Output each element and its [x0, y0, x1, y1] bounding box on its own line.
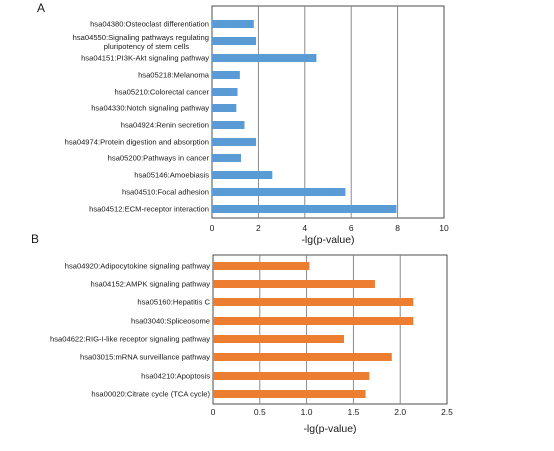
category-label: hsa03015:mRNA surveillance pathway — [80, 353, 210, 362]
panel-label: A — [37, 1, 45, 15]
x-axis-label: -lg(p-value) — [303, 423, 356, 435]
bar — [212, 71, 240, 79]
category-label: hsa00020:Citrate cycle (TCA cycle) — [91, 390, 210, 399]
bar — [212, 37, 257, 45]
x-tick-label: 4 — [302, 223, 307, 233]
bar — [213, 390, 366, 398]
bar — [212, 88, 238, 96]
category-label: hsa04622:RIG-I-like receptor signaling p… — [50, 335, 210, 344]
bar — [212, 154, 241, 162]
bar — [212, 171, 273, 179]
bar — [212, 54, 317, 62]
x-tick-label: 1.5 — [347, 407, 359, 417]
x-tick-label: 6 — [349, 223, 354, 233]
x-tick-label: 0.5 — [254, 407, 266, 417]
bar — [213, 280, 375, 288]
category-label: hsa05146:Amoebiasis — [134, 171, 209, 180]
chart-panel-b: B 0 0.5 1.0 1.5 2.0 2.5 hsa04920:Adipocytokine … — [31, 232, 453, 435]
bar — [212, 188, 346, 196]
bar — [212, 104, 237, 112]
x-tick-label: 2.5 — [441, 407, 453, 417]
bar — [212, 121, 245, 129]
x-tick-label: 8 — [395, 223, 400, 233]
bar — [213, 335, 345, 343]
category-label: hsa04974:Protein digestion and absorptio… — [65, 138, 209, 147]
category-label: hsa04924:Renin secretion — [121, 121, 209, 130]
category-label: hsa03040:Spliceosome — [131, 317, 210, 326]
category-label: hsa04380:Osteoclast differentiation — [90, 20, 209, 29]
x-tick-label: 2 — [256, 223, 261, 233]
bar — [213, 298, 414, 306]
x-axis-label: -lg(p-value) — [301, 234, 354, 246]
category-label: hsa05218:Melanoma — [138, 71, 210, 80]
x-tick-label: 1.0 — [301, 407, 313, 417]
category-label: hsa04210:Apoptosis — [141, 372, 210, 381]
x-tick-label: 0 — [210, 223, 215, 233]
category-label: hsa04550:Signaling pathways regulating pl… — [73, 33, 209, 51]
category-label: hsa04151:PI3K-Akt signaling pathway — [81, 54, 209, 63]
panel-label: B — [31, 232, 39, 246]
bar — [213, 317, 414, 325]
category-label: hsa05160:Hepatitis C — [137, 298, 210, 307]
category-label: hsa04152:AMPK signaling pathway — [91, 280, 211, 289]
category-label: hsa04510:Focal adhesion — [122, 188, 209, 197]
bar — [213, 262, 310, 270]
category-label: hsa04330:Notch signaling pathway — [91, 104, 209, 113]
x-tick-label: 10 — [439, 223, 449, 233]
x-tick-label: 0 — [211, 407, 216, 417]
category-label: hsa04512:ECM-receptor interaction — [89, 205, 209, 214]
bar — [212, 20, 254, 28]
category-label: hsa05200:Pathways in cancer — [108, 154, 210, 163]
plot-frame — [212, 254, 448, 405]
category-label: hsa04920:Adipocytokine signaling pathway — [65, 262, 210, 271]
x-tick-label: 2.0 — [394, 407, 406, 417]
bar — [213, 372, 370, 380]
bar — [212, 138, 257, 146]
bar — [212, 205, 397, 213]
chart-panel-a: A 0 2 4 6 8 10 hsa04380:Osteoclast differentiat… — [37, 1, 449, 246]
bar — [213, 353, 392, 361]
category-label: hsa05210:Colorectal cancer — [114, 88, 209, 97]
